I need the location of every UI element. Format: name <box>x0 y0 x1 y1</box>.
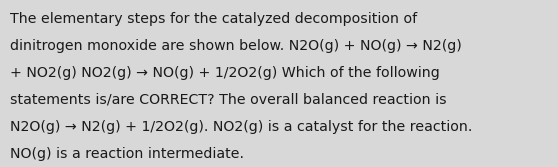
Text: + NO2(g) NO2(g) → NO(g) + 1/2O2(g) Which of the following: + NO2(g) NO2(g) → NO(g) + 1/2O2(g) Which… <box>10 66 440 80</box>
Text: NO(g) is a reaction intermediate.: NO(g) is a reaction intermediate. <box>10 147 244 161</box>
Text: The elementary steps for the catalyzed decomposition of: The elementary steps for the catalyzed d… <box>10 12 417 26</box>
Text: N2O(g) → N2(g) + 1/2O2(g). NO2(g) is a catalyst for the reaction.: N2O(g) → N2(g) + 1/2O2(g). NO2(g) is a c… <box>10 120 473 134</box>
Text: dinitrogen monoxide are shown below. N2O(g) + NO(g) → N2(g): dinitrogen monoxide are shown below. N2O… <box>10 39 462 53</box>
Text: statements is/are CORRECT? The overall balanced reaction is: statements is/are CORRECT? The overall b… <box>10 93 446 107</box>
